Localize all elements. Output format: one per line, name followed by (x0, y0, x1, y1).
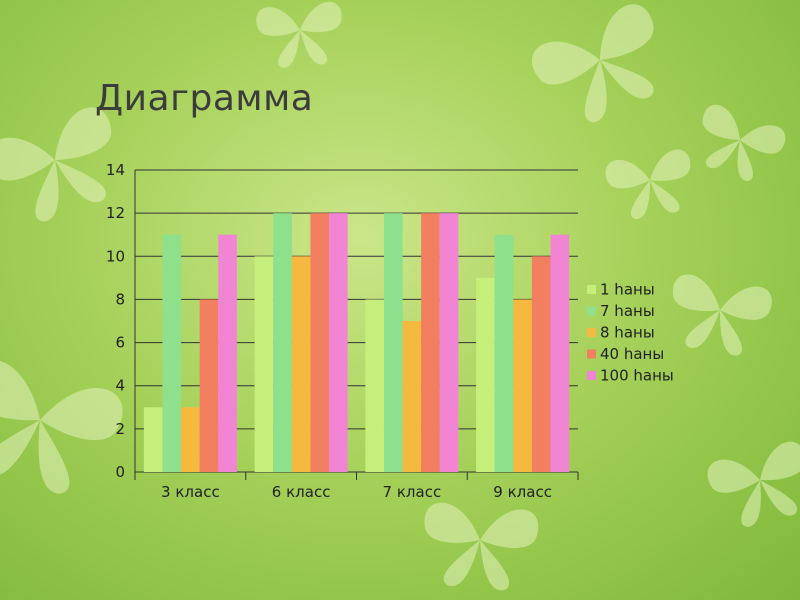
bar (383, 213, 403, 472)
bars (143, 213, 570, 472)
legend-swatch (587, 371, 596, 380)
y-tick-label: 14 (106, 161, 125, 179)
axes (134, 170, 579, 480)
x-category-label: 7 класс (383, 483, 442, 501)
bar (550, 234, 570, 472)
bar (310, 213, 330, 472)
y-tick-label: 8 (115, 290, 125, 308)
legend-label: 7 hаны (600, 302, 655, 320)
legend-label: 100 hаны (600, 367, 674, 385)
bar (143, 407, 163, 472)
chart-title: Диаграмма (95, 78, 314, 119)
y-tick-label: 0 (115, 463, 125, 481)
bar (365, 299, 384, 472)
y-tick-label: 10 (106, 247, 125, 265)
y-tick-label: 12 (106, 204, 125, 222)
bar (402, 321, 422, 472)
legend-swatch (587, 328, 596, 337)
bar (439, 213, 459, 472)
legend-swatch (587, 285, 596, 294)
x-category-label: 9 класс (493, 483, 552, 501)
bar (421, 213, 440, 472)
bar (476, 277, 495, 472)
legend-label: 40 hаны (600, 345, 664, 363)
legend: 1 hаны 7 hаны 8 hаны 40 hаны 100 hаны (587, 281, 674, 385)
legend-label: 1 hаны (600, 281, 655, 299)
x-category-labels: 3 класс 6 класс 7 класс 9 класс (161, 483, 552, 501)
bar (199, 299, 219, 472)
bar (273, 213, 292, 472)
legend-swatch (587, 349, 596, 359)
y-tick-label: 6 (115, 334, 125, 352)
bar (254, 256, 274, 472)
legend-label: 8 hаны (600, 324, 655, 342)
bar (329, 213, 348, 472)
x-category-label: 6 класс (272, 483, 331, 501)
bar (162, 234, 182, 472)
bar (513, 299, 532, 472)
bar (218, 234, 237, 472)
y-tick-labels: 0 2 4 6 8 10 12 14 (106, 161, 125, 481)
x-category-label: 3 класс (161, 483, 220, 501)
bar (494, 234, 514, 472)
y-tick-label: 4 (115, 377, 125, 395)
y-tick-label: 2 (115, 420, 125, 438)
bar (531, 256, 551, 472)
bar (291, 256, 311, 472)
legend-swatch (587, 306, 596, 316)
bar (181, 407, 200, 472)
